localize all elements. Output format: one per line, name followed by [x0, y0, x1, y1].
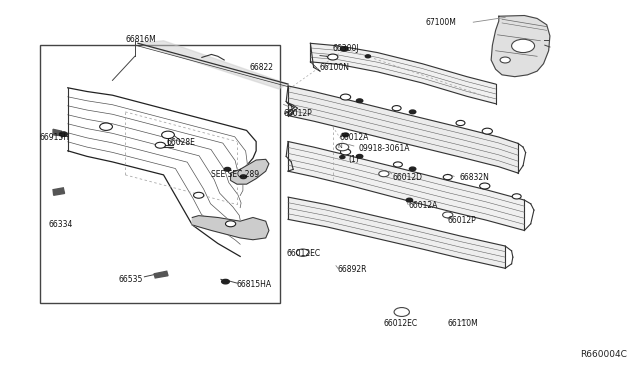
Text: N: N [337, 144, 342, 149]
Circle shape [482, 128, 492, 134]
Text: 66815HA: 66815HA [237, 280, 272, 289]
Circle shape [240, 175, 246, 179]
Text: 66915H: 66915H [39, 133, 69, 142]
Circle shape [296, 249, 309, 256]
Circle shape [156, 142, 166, 148]
Text: 66100N: 66100N [320, 63, 350, 72]
Circle shape [394, 162, 403, 167]
Text: 66012D: 66012D [393, 173, 423, 182]
Circle shape [340, 149, 351, 155]
Text: 66012EC: 66012EC [384, 320, 418, 328]
Circle shape [379, 171, 389, 177]
Text: 66012A: 66012A [408, 201, 438, 210]
Circle shape [500, 57, 510, 63]
Circle shape [224, 167, 230, 171]
Polygon shape [154, 271, 168, 278]
Circle shape [410, 110, 416, 114]
Polygon shape [53, 188, 65, 195]
Text: 66816M: 66816M [125, 35, 156, 44]
Circle shape [342, 133, 349, 137]
Circle shape [511, 39, 534, 52]
Circle shape [365, 55, 371, 58]
Circle shape [60, 132, 67, 137]
Circle shape [356, 99, 363, 103]
Circle shape [340, 155, 345, 158]
Text: R660004C: R660004C [580, 350, 627, 359]
Text: 66110M: 66110M [448, 320, 479, 328]
Circle shape [512, 194, 521, 199]
Circle shape [444, 174, 452, 180]
Polygon shape [288, 197, 505, 268]
Polygon shape [138, 41, 288, 89]
Polygon shape [192, 216, 269, 240]
Circle shape [406, 198, 413, 202]
Circle shape [193, 192, 204, 198]
Text: 67100M: 67100M [426, 18, 456, 27]
Circle shape [340, 46, 348, 51]
Text: 66012P: 66012P [284, 109, 312, 118]
Polygon shape [491, 16, 550, 77]
Circle shape [456, 121, 465, 126]
Circle shape [410, 167, 416, 171]
Text: 66028E: 66028E [167, 138, 196, 147]
Text: 66822: 66822 [250, 63, 274, 72]
Text: 66892R: 66892R [338, 265, 367, 274]
Text: 66334: 66334 [49, 221, 73, 230]
Circle shape [392, 106, 401, 111]
Circle shape [397, 309, 407, 315]
Text: 09918-3061A: 09918-3061A [358, 144, 410, 153]
Polygon shape [53, 129, 61, 136]
Polygon shape [288, 141, 524, 231]
Polygon shape [230, 159, 269, 184]
Circle shape [336, 143, 349, 151]
Circle shape [100, 123, 113, 131]
Text: (1): (1) [349, 155, 360, 164]
Text: 66300J: 66300J [333, 44, 360, 53]
Circle shape [479, 183, 490, 189]
Text: 66535: 66535 [119, 275, 143, 284]
Text: SEE SEC.289: SEE SEC.289 [211, 170, 260, 179]
Circle shape [328, 54, 338, 60]
Circle shape [443, 212, 453, 218]
Circle shape [299, 250, 307, 255]
Circle shape [356, 154, 363, 158]
Text: 66012EC: 66012EC [287, 249, 321, 258]
Circle shape [221, 279, 229, 284]
Circle shape [162, 131, 174, 138]
Circle shape [225, 221, 236, 227]
Bar [40, 45, 280, 303]
Text: 66012P: 66012P [448, 216, 476, 225]
Polygon shape [288, 86, 518, 173]
Circle shape [340, 94, 351, 100]
Text: 66012A: 66012A [339, 132, 369, 142]
Circle shape [394, 308, 410, 317]
Text: 66832N: 66832N [460, 173, 489, 182]
Polygon shape [310, 43, 495, 104]
